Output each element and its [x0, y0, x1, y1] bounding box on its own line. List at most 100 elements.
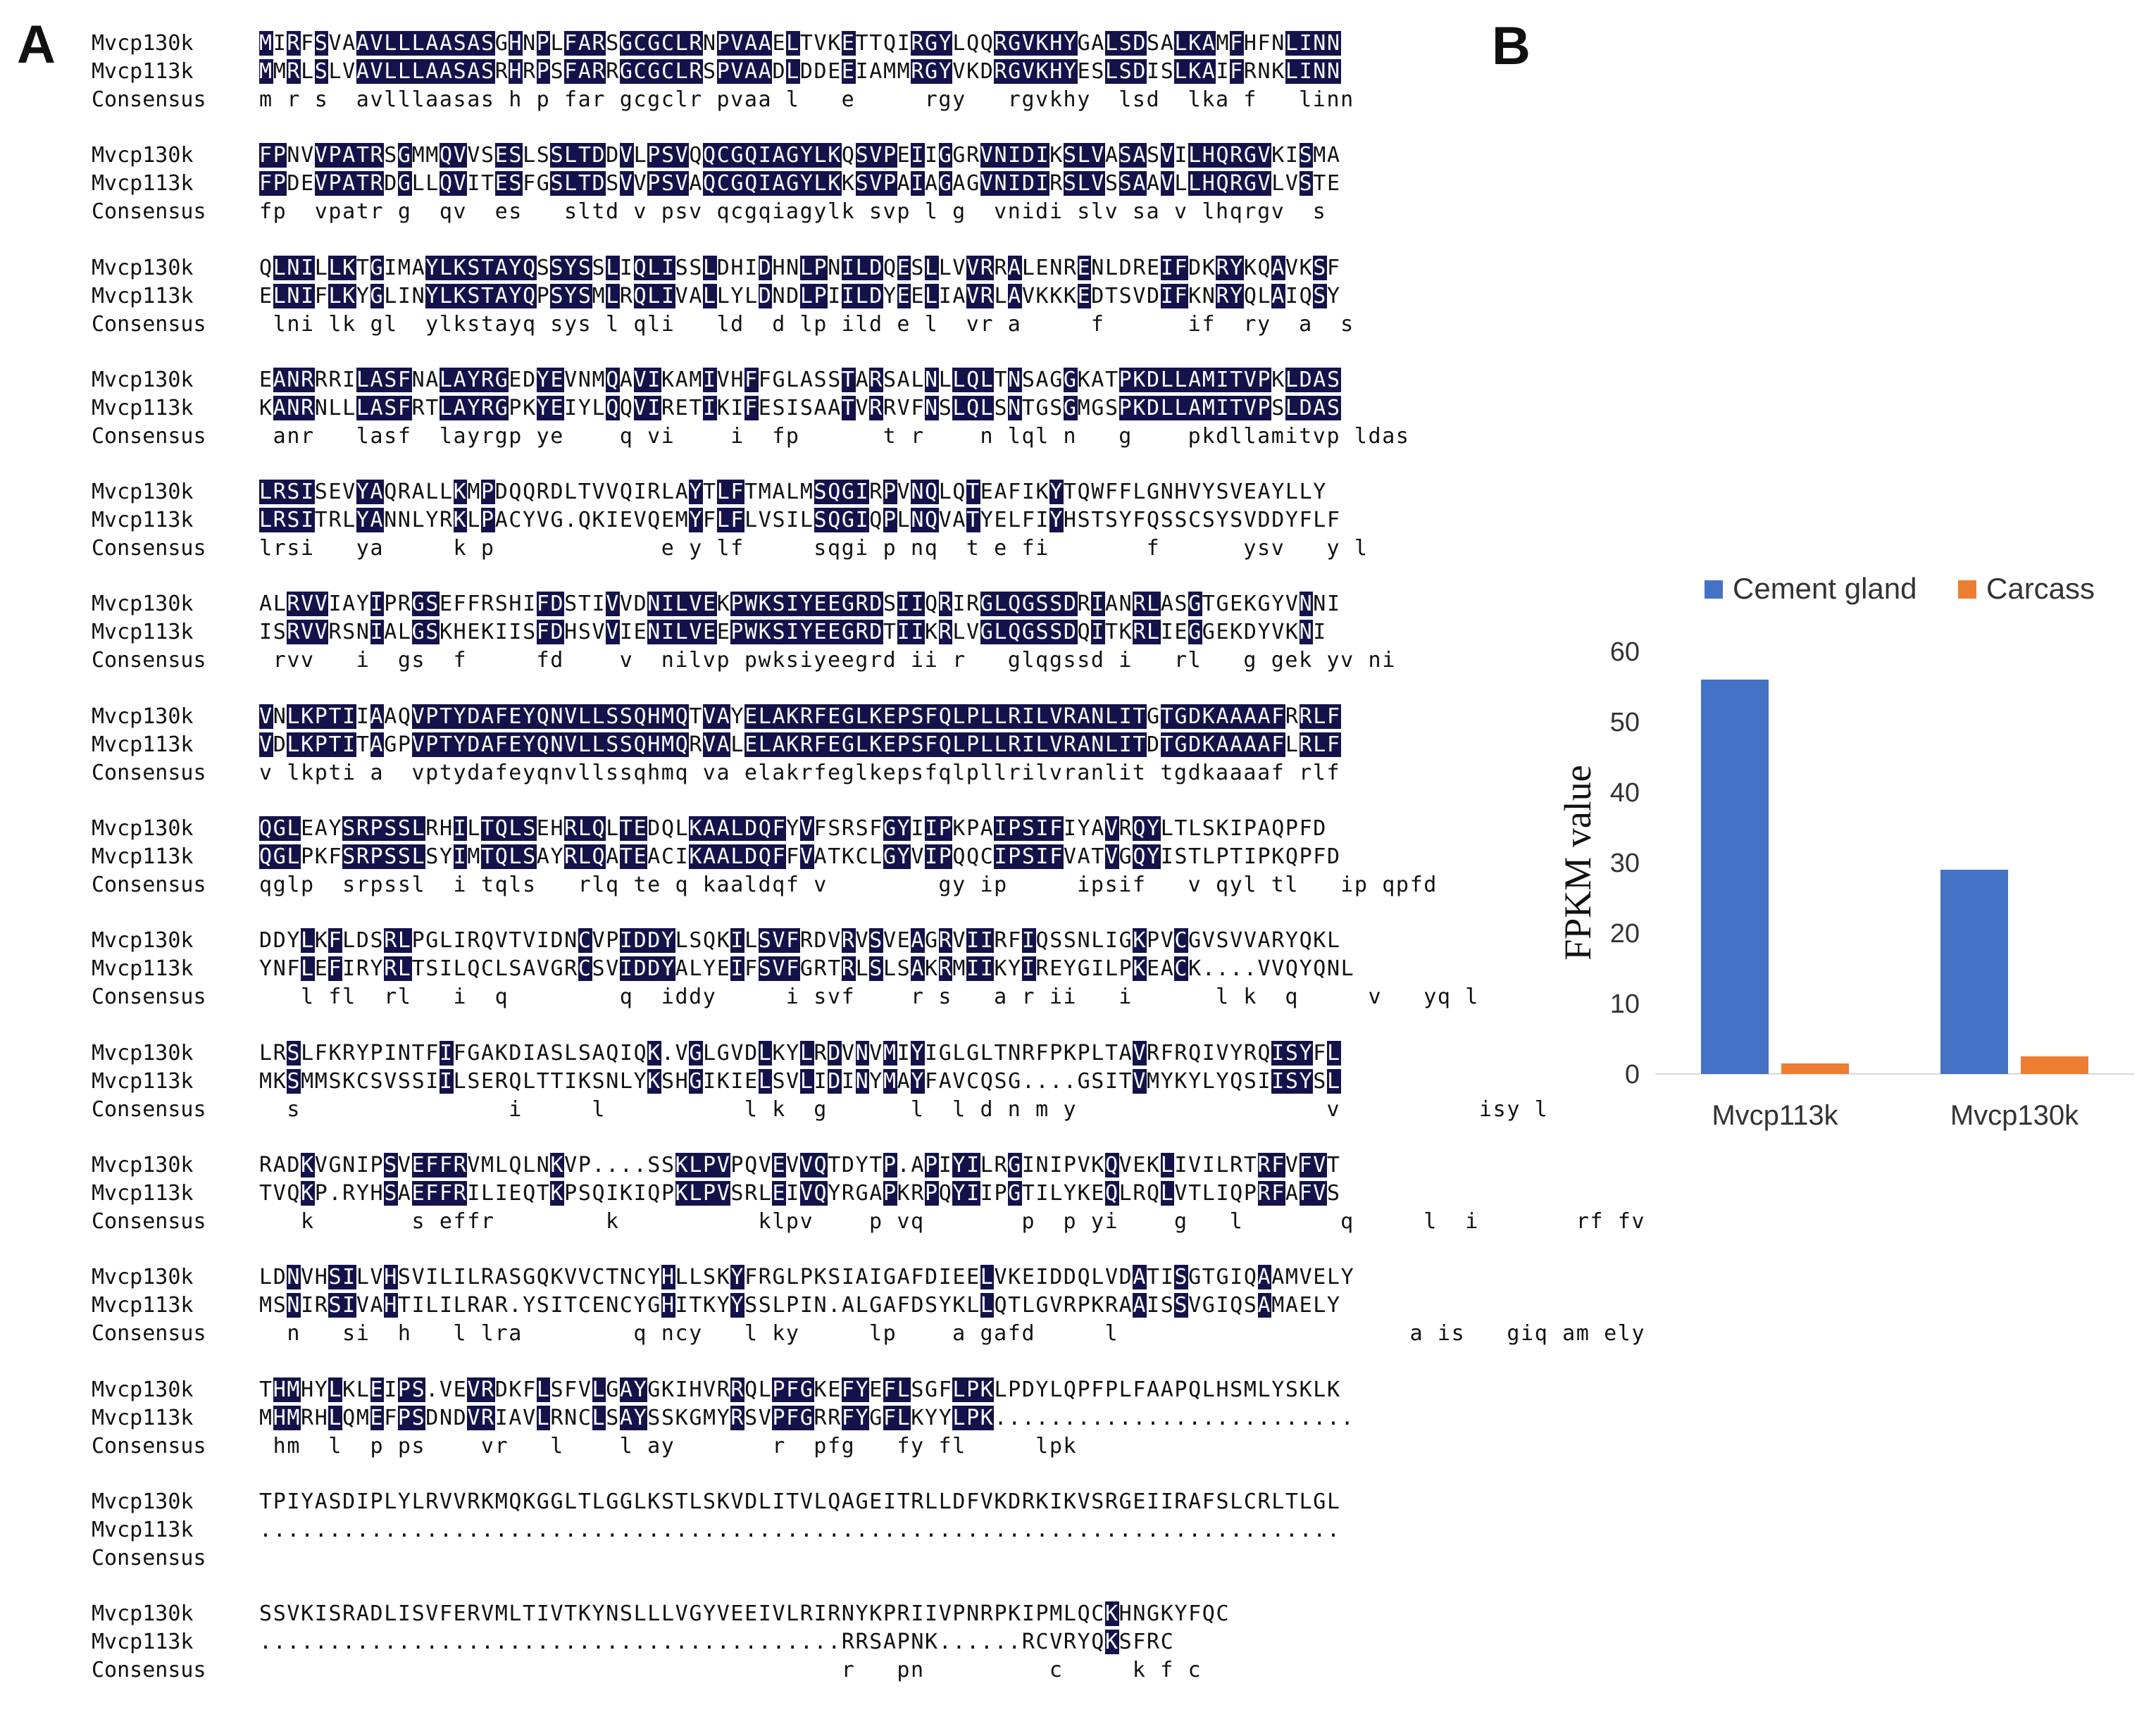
sequence-row: Mvcp130k MIRFSVAAVLLLAASASGHNPLFARSGCGCLR…: [92, 30, 1341, 58]
alignment-block: Mvcp130k QLNILLKTGIMAYLKSTAYQSSYSSLIQLISS…: [92, 254, 1458, 366]
alignment-block: Mvcp130k SSVKISRADLISVFERVMLTIVTKYNSLLLVG…: [92, 1600, 1458, 1712]
sequence-row: Mvcp113k MMRLSLVAVLLLAASASRHRPSFARRGCGCLR…: [92, 58, 1341, 86]
legend-label: Cement gland: [1733, 572, 1917, 605]
consensus-row: Consensus qglp srpssl i tqls rlq te q kaa…: [92, 871, 1438, 899]
sequence-text: n si h l lra q ncy l ky lp a gafd l a is…: [259, 1321, 1646, 1347]
sequence-row: Mvcp130k THMHYLKLEIPS.VEVRDKFLSFVLGAYGKIH…: [92, 1376, 1341, 1404]
sequence-text: KANRNLLLASFRTLAYRGPKYEIYLQQVIRETIKIFESIS…: [259, 395, 1341, 420]
sequence-name: Mvcp130k: [92, 704, 194, 729]
y-tick-label: 30: [1610, 849, 1640, 878]
sequence-text: VNLKPTIIAAQVPTYDAFEYQNVLLSSQHMQTVAYELAKR…: [259, 704, 1341, 729]
sequence-text: ELNIFLKYGLINYLKSTAYQPSYSMLRQLIVALLYLDNDL…: [259, 283, 1341, 308]
alignment-block: Mvcp130k THMHYLKLEIPS.VEVRDKFLSFVLGAYGKIH…: [92, 1376, 1458, 1488]
consensus-row: Consensus s i l l k g l l d n m y v isy …: [92, 1096, 1548, 1124]
sequence-text: v lkpti a vptydafeyqnvllssqhmq va elakrf…: [259, 760, 1341, 785]
bar-carcass-mvcp113k: [1781, 1063, 1849, 1074]
sequence-text: ISRVVRSNIALGSKHEKIISFDHSVVIENILVEEPWKSIY…: [259, 620, 1327, 645]
alignment-block: Mvcp130k DDYLKFLDSRLPGLIRQVTVIDNCVPIDDYLS…: [92, 927, 1478, 1039]
sequence-row: Mvcp130k FPNVVPATRSGMMQVVSESLSSLTDDVLPSVQ…: [92, 142, 1341, 170]
sequence-row: Mvcp113k TVQKP.RYHSAEFFRILIEQTKPSQIKIQPKL…: [92, 1180, 1341, 1208]
sequence-row: Mvcp113k VDLKPTITAGPVPTYDAFEYQNVLLSSQHMQR…: [92, 731, 1341, 759]
panel-b-label: B: [1492, 16, 1531, 76]
sequence-name: Consensus: [92, 536, 206, 561]
sequence-name: Consensus: [92, 1321, 206, 1347]
sequence-text: QGLEAYSRPSSLRHILTQLSEHRLQLTEDQLKAALDQFYV…: [259, 816, 1327, 842]
sequence-text: l fl rl i q q iddy i svf r s a r ii i l …: [259, 985, 1479, 1010]
sequence-row: Mvcp130k DDYLKFLDSRLPGLIRQVTVIDNCVPIDDYLS…: [92, 927, 1341, 955]
legend-swatch: [1705, 580, 1723, 599]
sequence-name: Consensus: [92, 760, 206, 785]
consensus-row: Consensus lni lk gl ylkstayq sys l qli l…: [92, 311, 1369, 339]
sequence-text: rvv i gs f fd v nilvp pwksiyeegrd ii r g…: [259, 648, 1396, 673]
alignment-block: Mvcp130k MIRFSVAAVLLLAASASGHNPLFARSGCGCLR…: [92, 30, 1458, 142]
alignment-block: Mvcp130k LRSLFKRYPINTFIFGAKDIASLSAQIQK.VG…: [92, 1039, 1547, 1151]
sequence-text: fp vpatr g qv es sltd v psv qcgqiagylk s…: [259, 199, 1354, 225]
alignment-block: Mvcp130k LRSISEVYAQRALLKMPDQQRDLTVVQIRLAY…: [92, 478, 1458, 590]
sequence-name: Consensus: [92, 648, 206, 673]
y-tick-label: 40: [1610, 778, 1640, 808]
consensus-row: Consensus hm l p ps vr l l ay r pfg fy f…: [92, 1432, 1077, 1461]
sequence-name: Mvcp130k: [92, 1601, 194, 1627]
consensus-row: Consensus v lkpti a vptydafeyqnvllssqhmq …: [92, 759, 1340, 787]
sequence-name: Mvcp113k: [92, 395, 194, 420]
x-category-label: Mvcp113k: [1712, 1100, 1838, 1131]
sequence-row: Mvcp130k LRSLFKRYPINTFIFGAKDIASLSAQIQK.VG…: [92, 1039, 1341, 1068]
sequence-text: QGLPKFSRPSSLSYIMTQLSAYRLQATEACIKAALDQFFV…: [259, 844, 1341, 870]
sequence-text: LRSLFKRYPINTFIFGAKDIASLSAQIQK.VGLGVDLKYL…: [259, 1040, 1341, 1066]
sequence-text: r pn c k f c: [259, 1658, 1202, 1683]
sequence-text: RADKVGNIPSVEFFRVMLQLNKVP....SSKLPVPQVEVV…: [259, 1152, 1341, 1177]
sequence-name: Mvcp113k: [92, 1293, 194, 1318]
sequence-name: Mvcp113k: [92, 59, 194, 84]
sequence-text: ALRVVIAYIPRGSEFFRSHIFDSTIVVDNILVEKPWKSIY…: [259, 592, 1341, 617]
sequence-name: Mvcp113k: [92, 1630, 194, 1655]
sequence-name: Consensus: [92, 1658, 206, 1683]
sequence-text: LRSISEVYAQRALLKMPDQQRDLTVVQIRLAYTLFTMALM…: [259, 480, 1327, 505]
sequence-row: Mvcp113k YNFLEFIRYRLTSILQCLSAVGRCSVIDDYAL…: [92, 955, 1354, 983]
sequence-name: Mvcp113k: [92, 956, 194, 982]
sequence-text: DDYLKFLDSRLPGLIRQVTVIDNCVPIDDYLSQKILSVFR…: [259, 928, 1341, 954]
sequence-name: Mvcp113k: [92, 620, 194, 645]
sequence-row: Mvcp113k FPDEVPATRDGLLQVITESFGSLTDSVVPSVA…: [92, 170, 1341, 198]
sequence-text: MHMRHLQMEFPSDNDVRIAVLRNCLSAYSSKGMYRSVPFG…: [259, 1405, 1355, 1430]
sequence-text: LDNVHSILVHSVILILRASGQKVVCTNCYHLLSKYFRGLP…: [259, 1265, 1355, 1290]
sequence-name: Mvcp130k: [92, 1489, 194, 1514]
sequence-name: Consensus: [92, 1433, 206, 1458]
alignment-block: Mvcp130k LDNVHSILVHSVILILRASGQKVVCTNCYHLL…: [92, 1263, 1645, 1375]
y-tick-label: 60: [1610, 637, 1640, 667]
sequence-text: s i l l k g l l d n m y v isy l: [259, 1096, 1549, 1122]
consensus-row: Consensus fp vpatr g qv es sltd v psv qcg…: [92, 198, 1354, 226]
sequence-row: Mvcp130k RADKVGNIPSVEFFRVMLQLNKVP....SSKL…: [92, 1151, 1341, 1180]
sequence-text: k s effr k klpv p vq p p yi g l q l i rf…: [259, 1208, 1659, 1234]
sequence-text: lrsi ya k p e y lf sqgi p nq t e fi f ys…: [259, 536, 1383, 561]
sequence-row: Mvcp130k QGLEAYSRPSSLRHILTQLSEHRLQLTEDQLK…: [92, 815, 1327, 843]
sequence-alignment: Mvcp130k MIRFSVAAVLLLAASASGHNPLFARSGCGCLR…: [92, 30, 1645, 1712]
sequence-text: TPIYASDIPLYLRVVRKMQKGGLTLGGLKSTLSKVDLITV…: [259, 1489, 1341, 1514]
sequence-name: Mvcp130k: [92, 367, 194, 392]
sequence-name: Mvcp113k: [92, 171, 194, 196]
fpkm-bar-chart: 0 10 20 30 40 50 60 FPKM value Mvcp113k Mvcp130k C…: [1557, 572, 2134, 1131]
sequence-text: SSVKISRADLISVFERVMLTIVTKYNSLLLVGYVEEIVLR…: [259, 1601, 1230, 1627]
sequence-text: EANRRRILASFNALAYRGEDYEVNMQAVIKAMIVHFFGLA…: [259, 367, 1341, 392]
alignment-block: Mvcp130k ALRVVIAYIPRGSEFFRSHIFDSTIVVDNILV…: [92, 590, 1458, 702]
sequence-row: Mvcp130k TPIYASDIPLYLRVVRKMQKGGLTLGGLKSTL…: [92, 1488, 1341, 1516]
sequence-name: Mvcp130k: [92, 1040, 194, 1066]
sequence-text: THMHYLKLEIPS.VEVRDKFLSFVLGAYGKIHVRRQLPFG…: [259, 1377, 1341, 1402]
legend-label: Carcass: [1986, 572, 2095, 605]
sequence-row: Mvcp113k QGLPKFSRPSSLSYIMTQLSAYRLQATEACIK…: [92, 843, 1341, 871]
sequence-name: Mvcp113k: [92, 508, 194, 533]
y-tick-label: 10: [1610, 989, 1640, 1019]
sequence-name: Mvcp130k: [92, 1265, 194, 1290]
sequence-row: Mvcp113k ISRVVRSNIALGSKHEKIISFDHSVVIENILV…: [92, 618, 1327, 646]
alignment-block: Mvcp130k FPNVVPATRSGMMQVVSESLSSLTDDVLPSVQ…: [92, 142, 1458, 254]
consensus-row: Consensus lrsi ya k p e y lf sqgi p nq t …: [92, 535, 1382, 563]
sequence-name: Mvcp130k: [92, 31, 194, 56]
sequence-row: Mvcp113k MSNIRSIVAHTILILRAR.YSITCENCYGHIT…: [92, 1292, 1341, 1320]
sequence-name: Mvcp113k: [92, 283, 194, 308]
consensus-row: Consensus n si h l lra q ncy l ky lp a g…: [92, 1320, 1645, 1348]
sequence-text: TVQKP.RYHSAEFFRILIEQTKPSQIKIQPKLPVSRLEIV…: [259, 1180, 1341, 1206]
sequence-text: QLNILLKTGIMAYLKSTAYQSSYSSLIQLISSLDHIDHNL…: [259, 255, 1341, 280]
sequence-row: Mvcp113k KANRNLLLASFRTLAYRGPKYEIYLQQVIRET…: [92, 394, 1341, 423]
consensus-row: Consensus r pn c k f c: [92, 1656, 1202, 1685]
consensus-row: Consensus: [92, 1544, 259, 1573]
legend-swatch: [1958, 580, 1976, 599]
